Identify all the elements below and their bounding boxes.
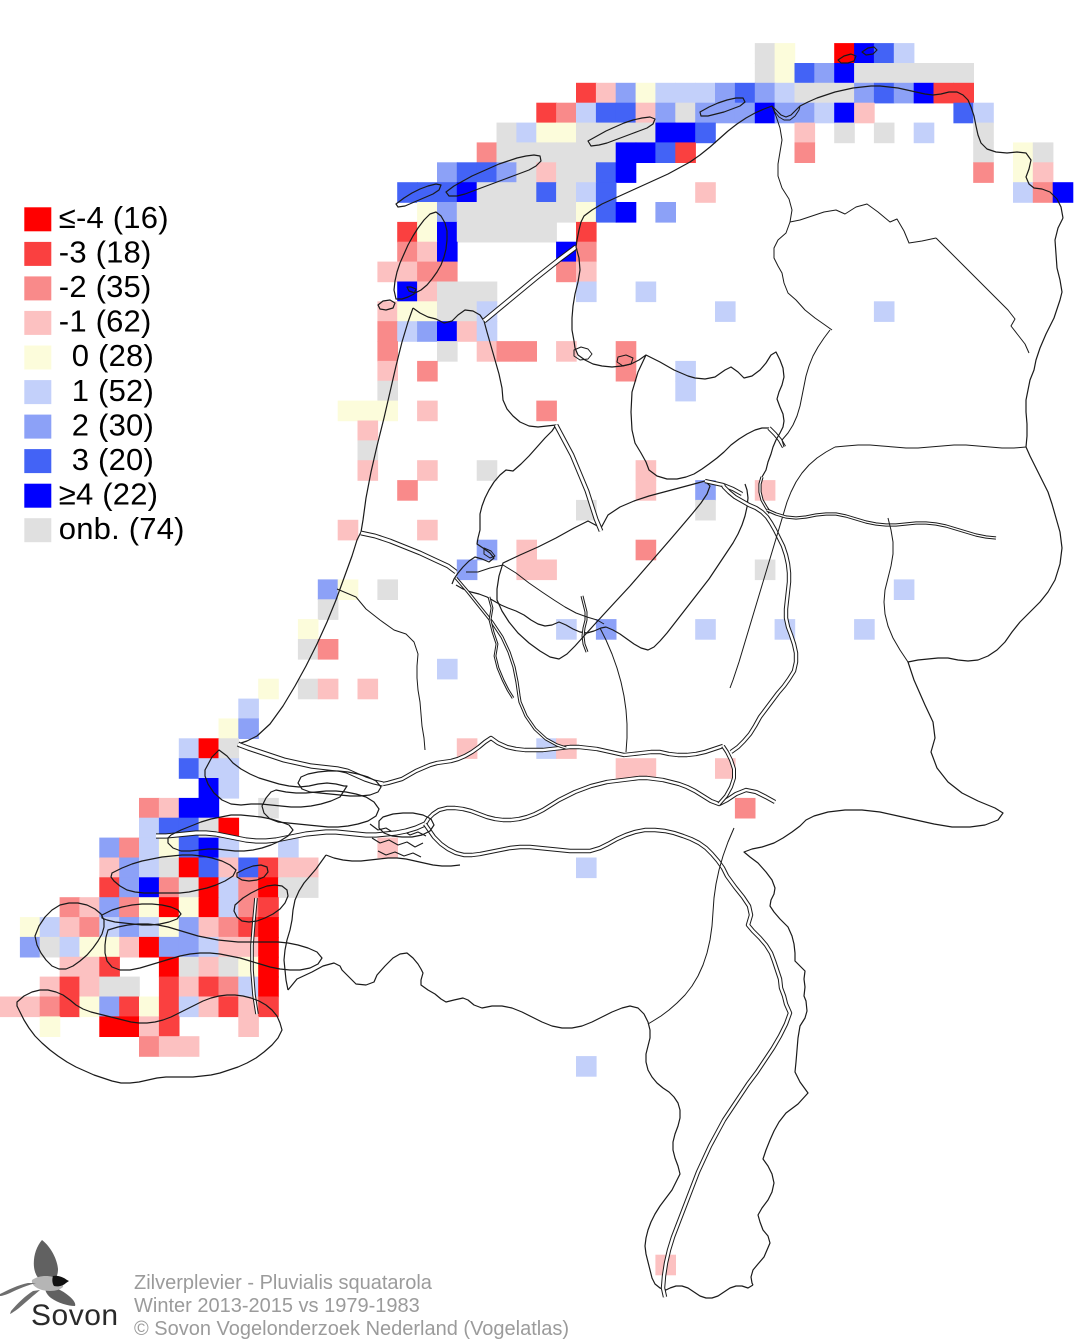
svg-text:≤-4 (16): ≤-4 (16) [59, 200, 169, 235]
svg-text:Winter 2013-2015 vs 1979-1983: Winter 2013-2015 vs 1979-1983 [134, 1295, 420, 1317]
svg-text:1 (52): 1 (52) [72, 373, 154, 408]
svg-text:3 (20): 3 (20) [72, 442, 154, 477]
svg-text:onb. (74): onb. (74) [59, 511, 185, 546]
svg-text:2 (30): 2 (30) [72, 407, 154, 442]
svg-text:≥4 (22): ≥4 (22) [59, 476, 158, 511]
svg-text:-3 (18): -3 (18) [59, 235, 152, 270]
svg-text:0 (28): 0 (28) [72, 338, 154, 373]
svg-text:Zilverplevier - Pluvialis squa: Zilverplevier - Pluvialis squatarola [134, 1272, 433, 1294]
svg-text:© Sovon Vogelonderzoek Nederla: © Sovon Vogelonderzoek Nederland (Vogela… [134, 1318, 569, 1340]
svg-text:-1 (62): -1 (62) [59, 304, 152, 339]
svg-text:-2 (35): -2 (35) [59, 269, 152, 304]
